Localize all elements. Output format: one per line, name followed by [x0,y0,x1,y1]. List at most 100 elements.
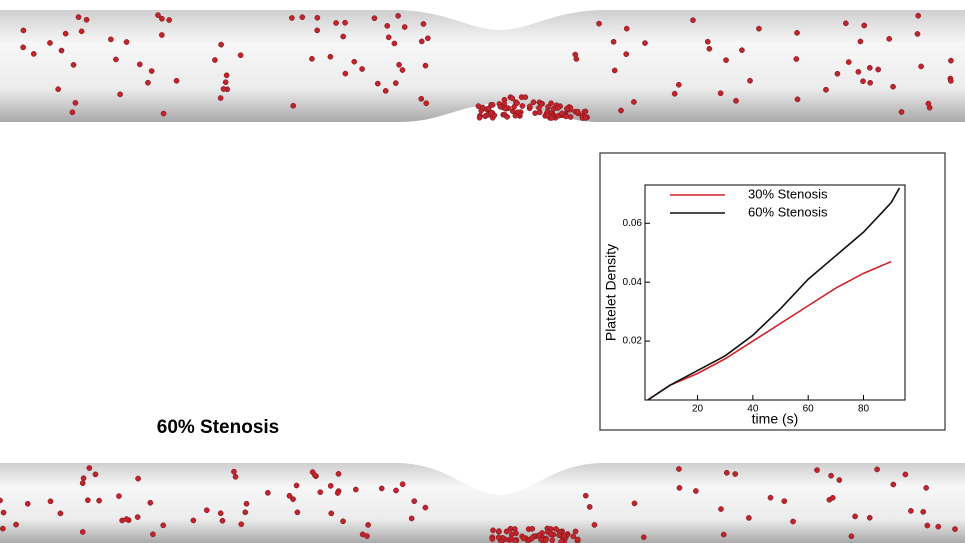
platelet [908,508,914,514]
platelet [47,40,53,46]
platelet [596,20,602,27]
platelet [948,78,954,84]
platelet [530,99,537,106]
platelet [384,23,391,29]
platelet [536,532,542,539]
platelet [823,86,829,93]
platelet [866,64,873,71]
platelet [489,102,496,108]
platelet [794,96,801,103]
platelet [223,72,230,79]
series-line [647,260,892,401]
platelet [374,80,381,87]
platelet [767,494,774,501]
platelet [96,497,102,504]
platelet [570,533,577,540]
platelet [75,14,82,20]
platelet [422,62,429,69]
platelet [289,15,295,21]
platelet [503,528,510,535]
platelet [834,70,841,77]
platelet [352,486,359,493]
platelet [923,485,930,491]
platelet [309,55,315,62]
platelet [553,526,559,532]
platelet [327,483,334,489]
platelet [423,100,430,107]
platelet [20,44,26,51]
platelet [299,14,306,21]
inset-frame [599,152,946,431]
platelet [290,102,297,109]
platelet [55,86,62,93]
platelet [190,517,197,524]
platelet [756,25,762,32]
platelet [145,79,151,86]
platelet [618,107,624,114]
platelet [529,525,536,532]
platelet [498,538,505,543]
platelet [242,509,249,516]
platelet [746,515,752,521]
platelet [69,109,76,116]
platelet [150,531,156,538]
platelet [219,517,226,524]
platelet [30,51,37,57]
platelet [828,472,834,479]
platelet [290,496,296,502]
platelet [582,492,589,499]
platelet [924,522,931,529]
platelet [83,16,90,23]
platelet [920,509,927,515]
legend-label: 60% Stenosis [748,204,828,219]
platelet [574,536,581,543]
platelet [676,485,683,491]
platelet [886,36,893,42]
platelet [536,105,542,111]
platelet [418,95,425,102]
platelet [845,59,852,65]
platelet [86,465,93,471]
platelet [160,522,167,529]
platelet [108,36,114,43]
platelet [57,510,64,517]
y-axis-label: Platelet Density [603,244,619,341]
platelet [842,20,849,27]
platelet [340,33,347,40]
y-tick-label: 0.06 [623,218,643,229]
platelet [875,66,882,73]
vessel-bottom [0,463,965,543]
x-tick-label: 40 [747,404,759,415]
platelet [47,498,54,505]
platelet [399,481,406,488]
platelet [509,95,516,102]
platelet [72,100,79,106]
platelet [522,94,529,101]
platelet [532,110,539,116]
platelet [217,510,224,517]
platelet [79,480,86,487]
platelet [155,12,161,18]
platelet [160,110,167,117]
platelet [720,531,727,538]
platelet [545,104,551,110]
platelet [739,47,745,54]
platelet [564,105,570,112]
platelet [890,481,897,488]
platelet [391,40,398,47]
platelet [392,80,399,86]
platelet [217,95,224,101]
platelet [286,492,293,499]
platelet [642,40,648,46]
platelet [693,488,699,494]
platelet [591,522,598,528]
platelet [265,489,271,496]
platelet [365,522,371,528]
platelet [781,498,788,504]
platelet [314,14,321,21]
vessel-top [0,10,965,122]
platelet [572,51,579,58]
platelet [558,538,565,543]
platelet [582,108,589,115]
